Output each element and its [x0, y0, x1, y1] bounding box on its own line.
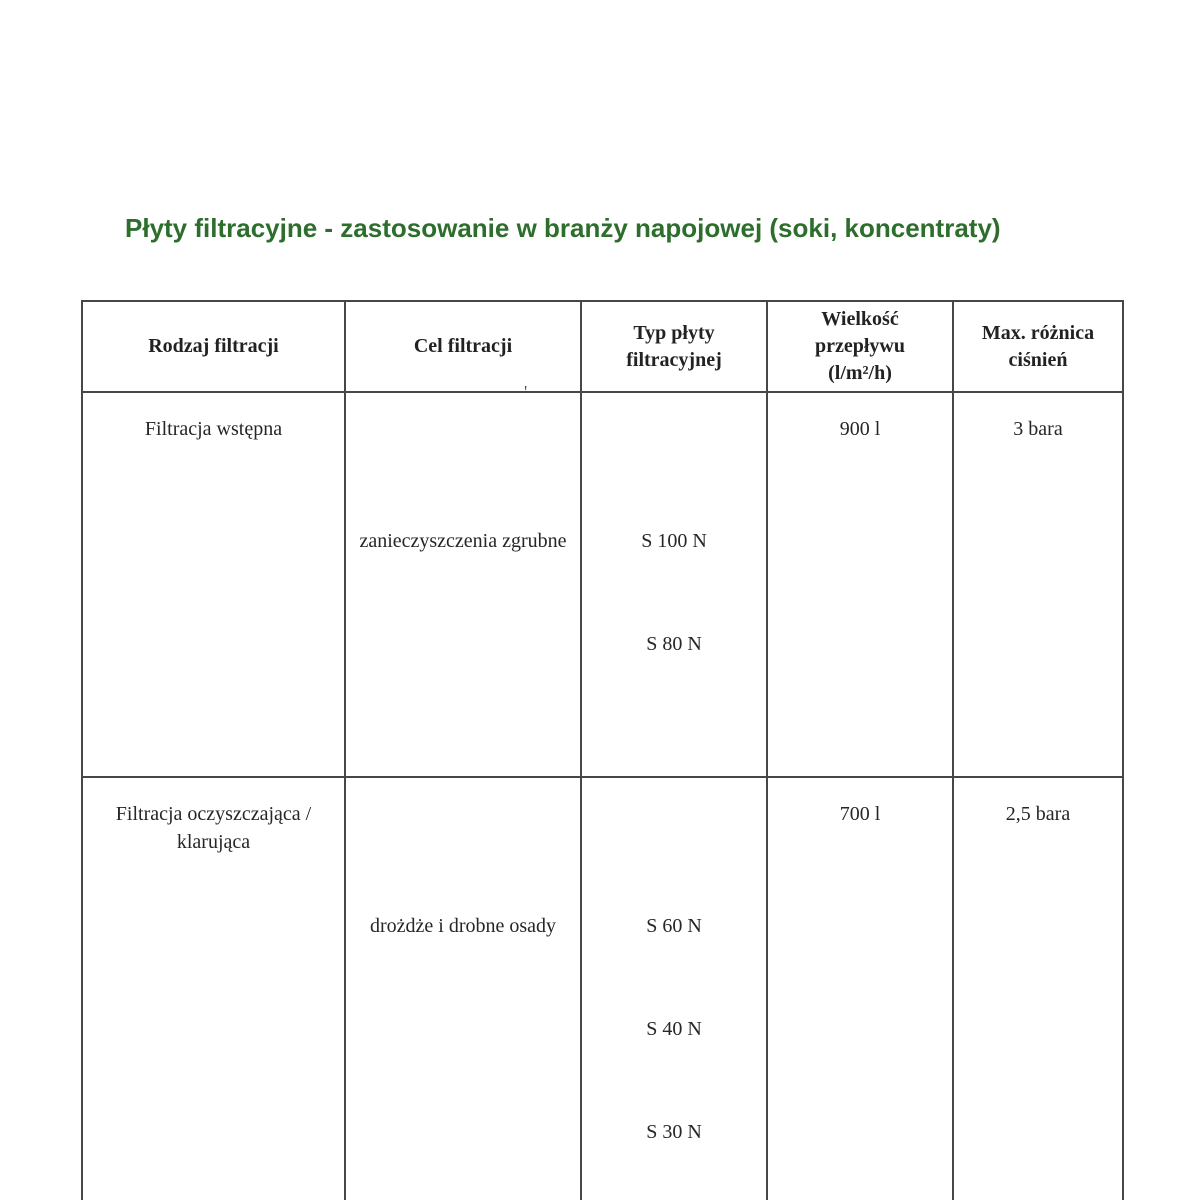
- cell-typ: S 60 N S 40 N S 30 N: [580, 776, 768, 1200]
- flow-rate: 900 l: [839, 418, 881, 440]
- filtration-kind: Filtracja wstępna: [144, 418, 283, 440]
- pressure-difference: 2,5 bara: [1005, 803, 1071, 825]
- cell-typ: S 100 N S 80 N: [580, 391, 768, 778]
- cell-cel: zanieczyszczenia zgrubne: [344, 391, 582, 778]
- header-wielkosc-przeplywu: Wielkość przepływu (l/m²/h): [766, 300, 954, 393]
- cell-cel: drożdże i drobne osady: [344, 776, 582, 1200]
- header-typ-plyty: Typ płyty filtracyjnej: [580, 300, 768, 393]
- flow-rate: 700 l: [839, 803, 881, 825]
- filtration-table: Rodzaj filtracji Cel filtracji Typ płyty…: [81, 300, 1124, 1200]
- plate-type: S 60 N: [646, 915, 702, 937]
- header-max-roznica-cisnien: Max. różnica ciśnień: [952, 300, 1124, 393]
- header-row: Rodzaj filtracji Cel filtracji Typ płyty…: [81, 300, 1124, 393]
- cell-rodzaj: Filtracja oczyszczająca / klarująca: [81, 776, 346, 1200]
- cell-roznica: 2,5 bara: [952, 776, 1124, 1200]
- plate-type-list: S 100 N S 80 N: [584, 471, 764, 714]
- filtration-goal: zanieczyszczenia zgrubne: [359, 530, 567, 552]
- plate-type-list: S 60 N S 40 N S 30 N: [584, 856, 764, 1200]
- filtration-goal-list: drożdże i drobne osady: [348, 856, 578, 996]
- cell-roznica: 3 bara: [952, 391, 1124, 778]
- filtration-kind: Filtracja oczyszczająca / klarująca: [115, 803, 312, 853]
- pressure-difference: 3 bara: [1013, 418, 1063, 440]
- table-body: Filtracja wstępna zanieczyszczenia zgrub…: [81, 391, 1124, 1200]
- table-header: Rodzaj filtracji Cel filtracji Typ płyty…: [81, 300, 1124, 393]
- plate-type: S 40 N: [646, 1018, 702, 1040]
- table-row: Filtracja wstępna zanieczyszczenia zgrub…: [81, 391, 1124, 778]
- plate-type: S 80 N: [646, 633, 702, 655]
- plate-type: S 30 N: [646, 1121, 702, 1143]
- filtration-goal: drożdże i drobne osady: [369, 915, 557, 937]
- cell-przeplyw: 700 l: [766, 776, 954, 1200]
- header-cel-filtracji: Cel filtracji: [344, 300, 582, 393]
- cell-rodzaj: Filtracja wstępna: [81, 391, 346, 778]
- page-title: Płyty filtracyjne - zastosowanie w branż…: [125, 213, 1001, 243]
- table-row: Filtracja oczyszczająca / klarująca droż…: [81, 776, 1124, 1200]
- plate-type: S 100 N: [641, 530, 707, 552]
- header-rodzaj-filtracji: Rodzaj filtracji: [81, 300, 346, 393]
- filtration-goal-list: zanieczyszczenia zgrubne: [348, 471, 578, 611]
- cell-przeplyw: 900 l: [766, 391, 954, 778]
